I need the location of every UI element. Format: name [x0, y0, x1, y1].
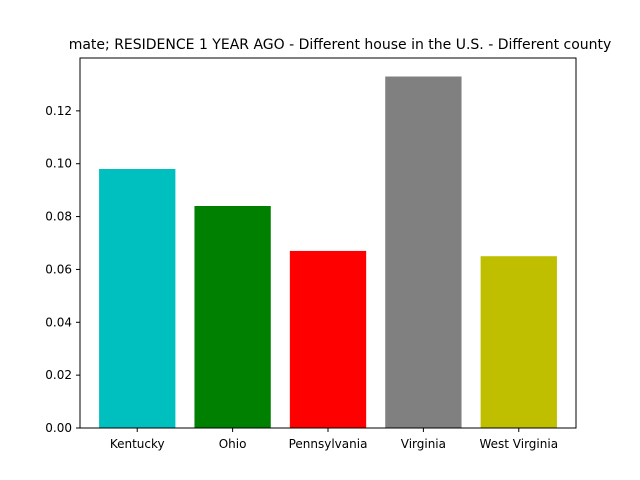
bar-pennsylvania — [289, 250, 367, 428]
y-tick-label: 0.02 — [45, 368, 72, 382]
x-tick-label: Ohio — [219, 437, 247, 451]
y-tick-label: 0.06 — [45, 262, 72, 276]
y-tick-label: 0.10 — [45, 157, 72, 171]
x-tick-label: Kentucky — [110, 437, 165, 451]
y-tick-label: 0.08 — [45, 210, 72, 224]
bar-virginia — [385, 76, 462, 428]
x-tick-label: West Virginia — [479, 437, 558, 451]
bar-west-virginia — [480, 256, 557, 428]
chart-title: mate; RESIDENCE 1 YEAR AGO - Different h… — [69, 37, 612, 53]
y-tick-label: 0.12 — [45, 104, 72, 118]
x-tick-label: Virginia — [401, 437, 446, 451]
plot-area-frame — [79, 57, 577, 429]
bar-kentucky — [99, 169, 176, 428]
y-tick-label: 0.04 — [45, 315, 72, 329]
x-tick-label: Pennsylvania — [289, 437, 368, 451]
bar-ohio — [194, 206, 271, 428]
y-tick-label: 0.00 — [45, 421, 72, 435]
